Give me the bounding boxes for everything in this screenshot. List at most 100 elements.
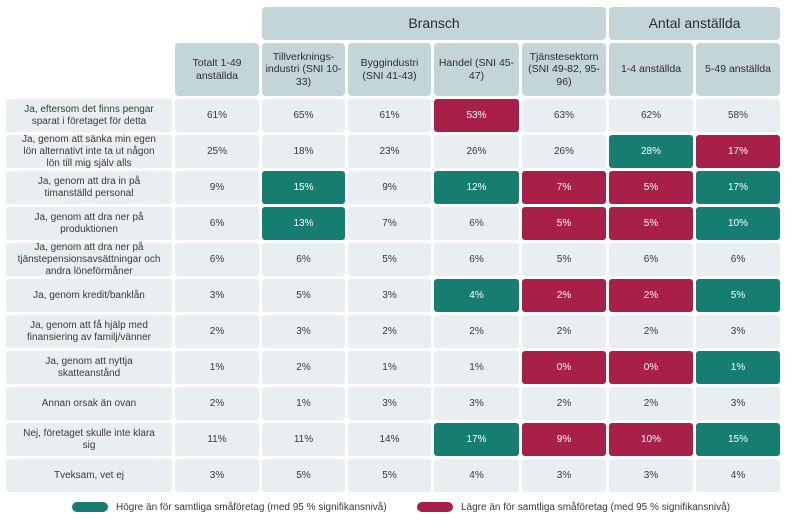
table-cell: 62% — [609, 99, 693, 132]
table-cell: 3% — [262, 315, 345, 348]
table-cell: 15% — [696, 423, 780, 456]
table-cell: 3% — [522, 459, 606, 492]
table-cell: 11% — [175, 423, 259, 456]
row-label: Ja, genom kredit/banklån — [6, 279, 172, 312]
table-cell: 26% — [522, 135, 606, 168]
table-cell: 2% — [262, 351, 345, 384]
table-cell: 5% — [348, 243, 431, 276]
table-cell: 6% — [609, 243, 693, 276]
column-header: Tjänstesektorn (SNI 49-82, 95-96) — [522, 43, 606, 96]
table-cell: 0% — [609, 351, 693, 384]
table-cell: 2% — [175, 315, 259, 348]
table-cell: 6% — [434, 207, 519, 240]
table-cell: 1% — [262, 387, 345, 420]
column-header: Totalt 1-49 anställda — [175, 43, 259, 96]
table-cell: 2% — [348, 315, 431, 348]
row-label: Annan orsak än ovan — [6, 387, 172, 420]
table-cell: 5% — [609, 171, 693, 204]
column-header: Tillverknings-industri (SNI 10-33) — [262, 43, 345, 96]
legend-higher-label: Högre än för samtliga småföretag (med 95… — [116, 501, 387, 513]
table-cell: 9% — [348, 171, 431, 204]
table-cell: 3% — [348, 279, 431, 312]
table-cell: 12% — [434, 171, 519, 204]
table-cell: 63% — [522, 99, 606, 132]
table-cell: 7% — [522, 171, 606, 204]
table-cell: 2% — [434, 315, 519, 348]
table-cell: 7% — [348, 207, 431, 240]
row-label: Nej, företaget skulle inte klara sig — [6, 423, 172, 456]
table-cell: 13% — [262, 207, 345, 240]
column-group-header: Antal anställda — [609, 7, 780, 40]
table-cell: 14% — [348, 423, 431, 456]
column-header: 1-4 anställda — [609, 43, 693, 96]
table-cell: 5% — [262, 279, 345, 312]
table-cell: 17% — [696, 135, 780, 168]
legend-lower-label: Lägre än för samtliga småföretag (med 95… — [461, 501, 731, 513]
table-cell: 23% — [348, 135, 431, 168]
table-cell: 6% — [434, 243, 519, 276]
table-cell: 5% — [348, 459, 431, 492]
table-cell: 4% — [434, 459, 519, 492]
table-cell: 25% — [175, 135, 259, 168]
legend-lower: Lägre än för samtliga småföretag (med 95… — [417, 500, 730, 514]
table-cell: 61% — [175, 99, 259, 132]
column-header: 5-49 anställda — [696, 43, 780, 96]
row-label: Ja, genom att få hjälp med finansiering … — [6, 315, 172, 348]
table-cell: 4% — [434, 279, 519, 312]
table-cell: 6% — [175, 243, 259, 276]
row-label: Tveksam, vet ej — [6, 459, 172, 492]
table-cell: 10% — [609, 423, 693, 456]
row-label: Ja, genom att dra ner på produktionen — [6, 207, 172, 240]
table-cell: 5% — [262, 459, 345, 492]
table-cell: 2% — [175, 387, 259, 420]
table-cell: 17% — [696, 171, 780, 204]
table-cell: 61% — [348, 99, 431, 132]
table-cell: 2% — [609, 315, 693, 348]
table-cell: 26% — [434, 135, 519, 168]
table-cell: 53% — [434, 99, 519, 132]
table-cell: 3% — [175, 279, 259, 312]
table-cell: 5% — [609, 207, 693, 240]
row-label: Ja, genom att dra ner på tjänstepensions… — [6, 242, 172, 277]
table-cell: 6% — [175, 207, 259, 240]
table-cell: 3% — [175, 459, 259, 492]
table-cell: 1% — [434, 351, 519, 384]
table-cell: 10% — [696, 207, 780, 240]
row-label: Ja, genom att dra in på timanställd pers… — [6, 171, 172, 204]
table-cell: 2% — [522, 279, 606, 312]
column-header: Byggindustri (SNI 41-43) — [348, 43, 431, 96]
table-cell: 65% — [262, 99, 345, 132]
table-cell: 5% — [696, 279, 780, 312]
table-cell: 2% — [609, 387, 693, 420]
table-cell: 3% — [609, 459, 693, 492]
row-label: Ja, genom att sänka min egen lön alterna… — [6, 134, 172, 169]
table-cell: 1% — [348, 351, 431, 384]
table-cell: 15% — [262, 171, 345, 204]
table-cell: 4% — [696, 459, 780, 492]
table-cell: 28% — [609, 135, 693, 168]
table-cell: 3% — [696, 387, 780, 420]
legend-higher-swatch — [72, 502, 108, 512]
table-cell: 3% — [434, 387, 519, 420]
table-cell: 11% — [262, 423, 345, 456]
table-cell: 0% — [522, 351, 606, 384]
table-cell: 9% — [522, 423, 606, 456]
table-cell: 6% — [262, 243, 345, 276]
column-header: Handel (SNI 45-47) — [434, 43, 519, 96]
row-label: Ja, genom att nyttja skatteanstånd — [6, 351, 172, 384]
legend-lower-swatch — [417, 502, 453, 512]
table-cell: 1% — [696, 351, 780, 384]
table-cell: 17% — [434, 423, 519, 456]
table-cell: 3% — [348, 387, 431, 420]
table-cell: 2% — [609, 279, 693, 312]
column-group-header: Bransch — [262, 7, 606, 40]
row-label: Ja, eftersom det finns pengar sparat i f… — [6, 99, 172, 132]
table-cell: 58% — [696, 99, 780, 132]
table-cell: 9% — [175, 171, 259, 204]
table-cell: 1% — [175, 351, 259, 384]
table-cell: 6% — [696, 243, 780, 276]
table-cell: 2% — [522, 315, 606, 348]
table-cell: 5% — [522, 243, 606, 276]
table-cell: 3% — [696, 315, 780, 348]
